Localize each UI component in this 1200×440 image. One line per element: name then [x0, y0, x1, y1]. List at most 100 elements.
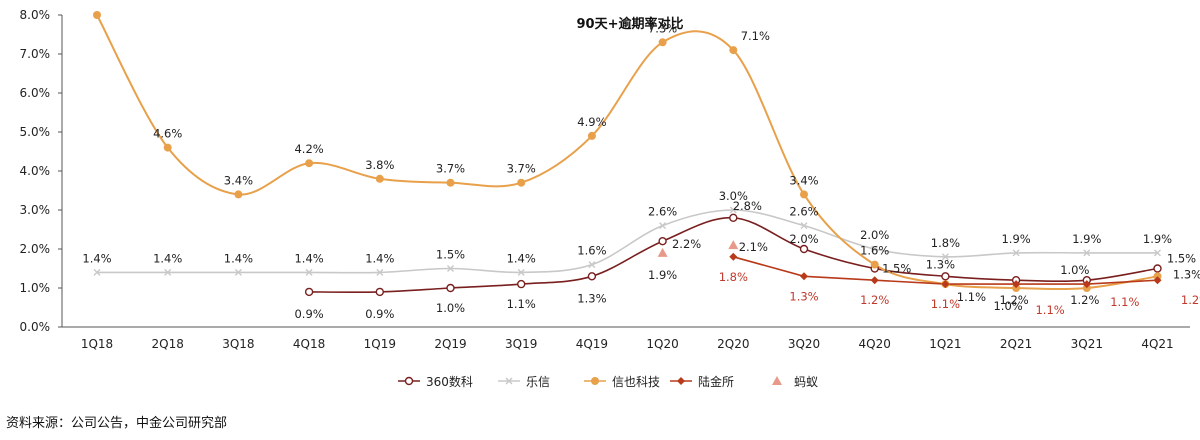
x-tick-label: 3Q20	[788, 337, 820, 351]
data-label: 3.7%	[436, 162, 465, 176]
data-label: 1.3%	[1173, 267, 1200, 281]
data-label: 1.5%	[1167, 252, 1196, 266]
series-line	[96, 209, 1158, 274]
point-marker	[517, 279, 526, 289]
point-marker	[1012, 280, 1021, 289]
x-tick-label: 4Q19	[576, 337, 608, 351]
data-label: 1.3%	[789, 289, 818, 303]
point-marker	[728, 240, 739, 250]
point-marker	[234, 268, 242, 276]
data-label: 2.6%	[648, 205, 677, 219]
x-tick-label: 4Q20	[859, 337, 891, 351]
data-label: 1.5%	[436, 248, 465, 262]
legend-label: 陆金所	[698, 374, 734, 389]
chart-title: 90天+逾期率对比	[577, 16, 684, 32]
point-marker	[941, 253, 949, 261]
source-note: 资料来源：公司公告，中金公司研究部	[6, 416, 228, 431]
data-label: 7.3%	[648, 21, 677, 35]
data-label: 1.4%	[294, 251, 323, 265]
x-tick-label: 2Q18	[152, 337, 184, 351]
point-marker	[587, 272, 597, 281]
legend: 360数科 乐信 信也科技 陆金所 蚂蚁	[398, 374, 818, 389]
legend-label: 蚂蚁	[794, 374, 818, 389]
y-tick-label: 1.0%	[20, 281, 51, 295]
x-tick-label: 1Q20	[646, 337, 678, 351]
legend-marker	[505, 377, 513, 385]
point-marker	[375, 174, 384, 183]
point-marker	[800, 222, 808, 230]
point-marker	[1154, 249, 1161, 257]
point-marker	[93, 268, 101, 276]
data-label: 1.5%	[882, 262, 911, 276]
data-label: 0.9%	[365, 307, 394, 321]
data-label: 3.0%	[719, 189, 748, 203]
point-marker	[941, 272, 950, 281]
legend-marker	[772, 376, 782, 385]
point-marker	[517, 178, 526, 187]
data-label: 3.8%	[365, 158, 394, 172]
data-label: 1.4%	[153, 251, 182, 265]
point-marker	[447, 265, 454, 272]
x-tick-label: 3Q18	[222, 337, 254, 351]
data-label: 1.1%	[1110, 295, 1139, 309]
y-tick-label: 8.0%	[20, 8, 51, 22]
x-tick-label: 2Q20	[717, 337, 749, 351]
data-label: 1.6%	[860, 244, 889, 258]
data-label: 1.0%	[436, 301, 465, 315]
data-label: 1.1%	[1035, 303, 1064, 317]
x-tick-label: 2Q21	[1000, 337, 1032, 351]
data-label: 1.9%	[1072, 232, 1101, 246]
point-marker	[941, 280, 950, 289]
point-marker	[659, 222, 667, 230]
data-label: 4.9%	[577, 115, 606, 129]
data-label: 3.4%	[224, 173, 253, 187]
data-label: 4.6%	[153, 127, 182, 141]
y-tick-label: 7.0%	[20, 47, 51, 61]
x-tick-label: 4Q21	[1141, 337, 1173, 351]
data-label: 7.1%	[741, 29, 770, 43]
legend-marker	[677, 377, 685, 385]
data-labels: 0.9% 0.9% 1.0% 1.1% 1.3%2.2%2.8%2.0%1.5% 1.3%…	[82, 21, 1200, 321]
data-label: 0.9%	[294, 307, 323, 321]
point-marker	[870, 276, 879, 285]
series-markers	[93, 11, 1162, 297]
data-label: 1.9%	[1001, 232, 1030, 246]
data-label: 1.3%	[926, 257, 955, 271]
point-marker	[305, 268, 313, 276]
data-label: 1.4%	[365, 251, 394, 265]
x-tick-label: 3Q21	[1071, 337, 1103, 351]
point-marker	[446, 178, 455, 187]
y-tick-label: 2.0%	[20, 242, 51, 256]
point-marker	[305, 159, 314, 168]
data-label: 1.2%	[1070, 293, 1099, 307]
legend-marker	[404, 376, 414, 386]
data-label: 1.2%	[1181, 293, 1200, 307]
point-marker	[1083, 249, 1091, 257]
data-label: 1.0%	[1060, 263, 1089, 277]
data-label: 2.1%	[739, 240, 768, 254]
data-label: 2.0%	[860, 228, 889, 242]
point-marker	[1082, 280, 1091, 289]
point-marker	[729, 206, 737, 214]
point-marker	[800, 272, 808, 281]
line-chart: 90天+逾期率对比 0.0% 1.0% 2.0% 3.0% 4.0% 5.0% 6.0% 7.…	[20, 8, 1200, 389]
point-marker	[1012, 249, 1020, 257]
data-label: 2.6%	[789, 205, 818, 219]
y-tick-label: 0.0%	[20, 320, 51, 334]
x-tick-label: 2Q19	[434, 337, 466, 351]
data-label: 4.2%	[294, 142, 323, 156]
x-tick-label: 3Q19	[505, 337, 537, 351]
x-tick-label: 4Q18	[293, 337, 325, 351]
data-label: 1.1%	[507, 297, 536, 311]
point-marker	[376, 268, 384, 276]
x-tick-label: 1Q18	[81, 337, 113, 351]
point-marker	[871, 245, 879, 253]
legend-label: 信也科技	[612, 375, 660, 389]
point-marker	[1153, 264, 1162, 273]
data-label: 2.2%	[672, 237, 701, 251]
series-lines	[96, 14, 1158, 293]
point-marker	[446, 283, 455, 293]
legend-label: 乐信	[526, 375, 550, 389]
x-tick-label: 1Q21	[929, 337, 961, 351]
legend-marker	[591, 377, 599, 385]
